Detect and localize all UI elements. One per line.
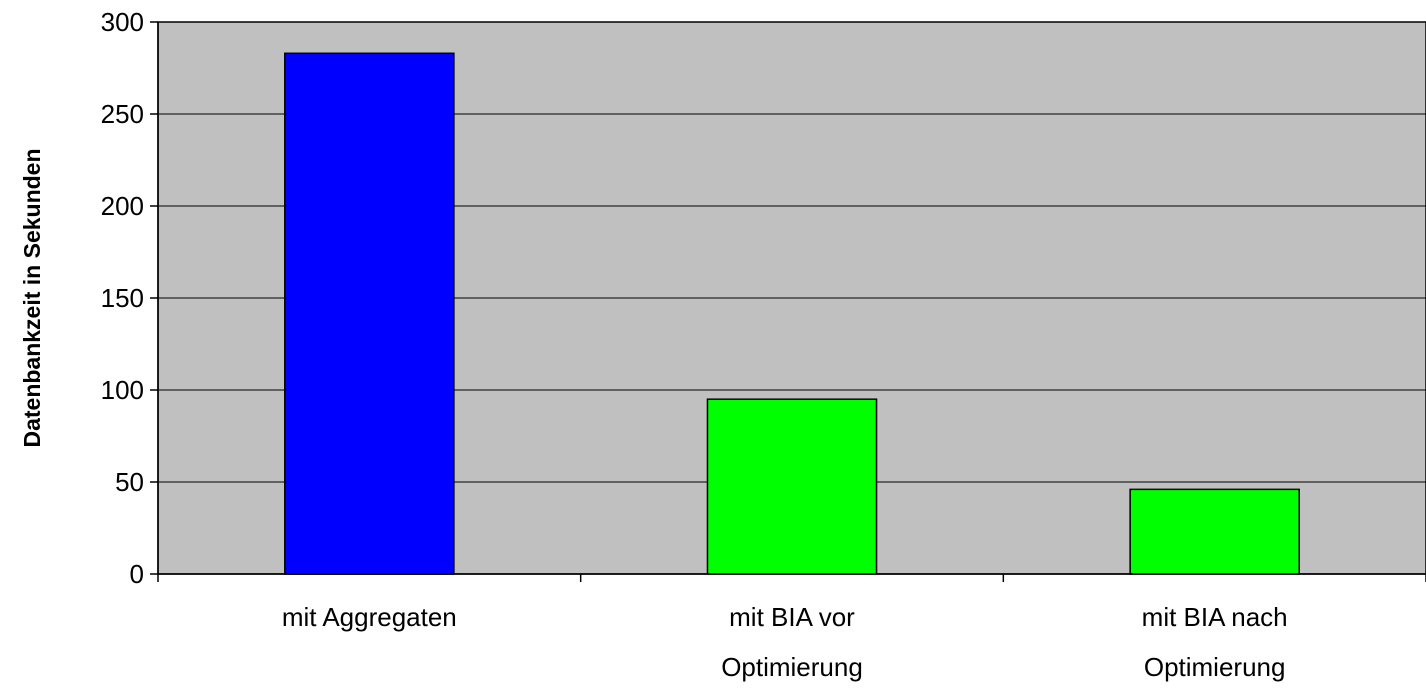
y-tick-label: 250 xyxy=(101,99,144,129)
x-category-label-line: mit BIA vor xyxy=(729,602,855,632)
x-category-label: mit BIA nach Optimierung xyxy=(1142,602,1288,682)
y-tick-label: 200 xyxy=(101,191,144,221)
y-tick-label: 0 xyxy=(130,559,144,589)
y-axis: 0 50 100 150 200 250 300 xyxy=(101,7,159,589)
x-category-label-line: mit Aggregaten xyxy=(282,602,457,632)
x-category-label-line: Optimierung xyxy=(1144,652,1286,682)
bar xyxy=(284,52,455,575)
x-category-label: mit Aggregaten xyxy=(282,602,457,632)
x-category-label-line: mit BIA nach xyxy=(1142,602,1288,632)
x-category-label-line: Optimierung xyxy=(721,652,863,682)
y-tick-label: 50 xyxy=(115,467,144,497)
bar xyxy=(1129,488,1300,575)
y-tick-label: 300 xyxy=(101,7,144,37)
x-category-label: mit BIA vor Optimierung xyxy=(721,602,863,682)
y-tick-label: 150 xyxy=(101,283,144,313)
y-tick-label: 100 xyxy=(101,375,144,405)
x-axis: mit Aggregaten mit BIA vor Optimierungmit … xyxy=(157,573,1426,682)
bar xyxy=(706,398,878,575)
y-axis-title: Datenbankzeit in Sekunden xyxy=(19,148,45,447)
